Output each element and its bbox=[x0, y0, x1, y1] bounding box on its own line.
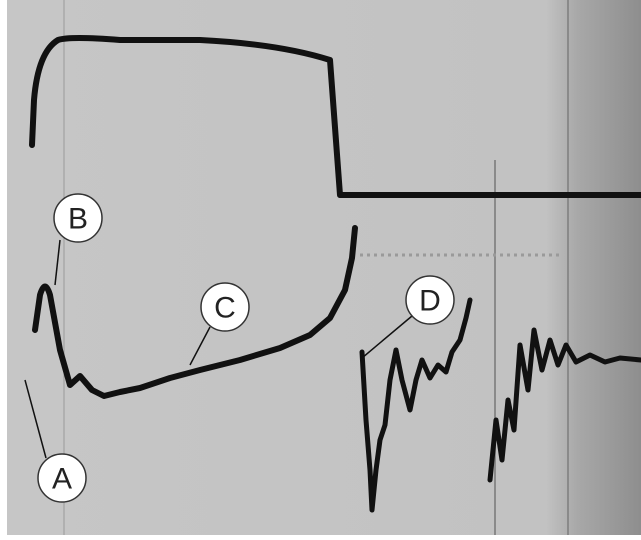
label-b: B bbox=[68, 203, 88, 236]
scope-screen bbox=[7, 0, 641, 535]
label-a: A bbox=[52, 463, 72, 496]
label-c: C bbox=[214, 292, 236, 325]
figure: A B C D bbox=[0, 0, 641, 540]
label-d: D bbox=[419, 285, 441, 318]
page: A B C D (() => { const data = JSON.parse… bbox=[0, 0, 641, 540]
